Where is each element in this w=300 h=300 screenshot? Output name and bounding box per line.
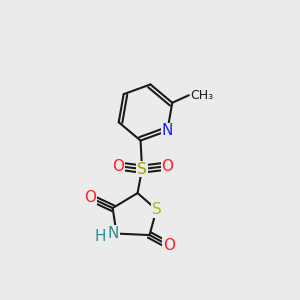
Text: H: H xyxy=(94,229,106,244)
Text: S: S xyxy=(152,202,161,217)
Text: O: O xyxy=(112,159,124,174)
Text: CH₃: CH₃ xyxy=(190,89,213,102)
Text: N: N xyxy=(108,226,119,241)
Text: N: N xyxy=(162,123,173,138)
Text: O: O xyxy=(163,238,175,253)
Text: O: O xyxy=(84,190,96,205)
Text: S: S xyxy=(137,162,147,177)
Text: O: O xyxy=(162,159,174,174)
